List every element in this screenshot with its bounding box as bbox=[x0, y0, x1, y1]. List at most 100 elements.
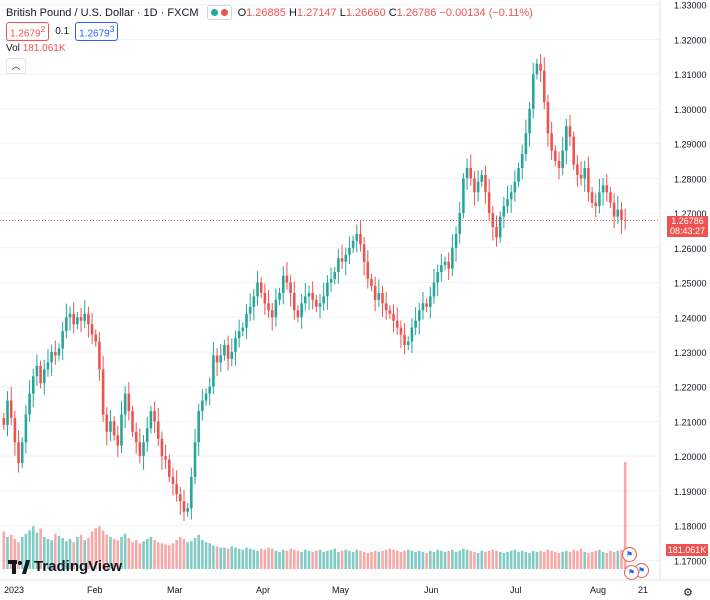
candle-body bbox=[131, 411, 134, 432]
candle-body bbox=[186, 508, 189, 512]
candle-body bbox=[311, 292, 314, 300]
candle-body bbox=[355, 233, 359, 241]
volume-bar bbox=[167, 545, 171, 569]
candle-body bbox=[370, 279, 373, 286]
tradingview-logo-text: TradingView bbox=[34, 558, 123, 575]
volume-bar bbox=[601, 551, 605, 569]
volume-bar bbox=[451, 549, 454, 569]
candle-body bbox=[145, 428, 149, 443]
candle-body bbox=[421, 303, 425, 311]
volume-bar bbox=[208, 543, 212, 569]
market-status-indicator[interactable] bbox=[206, 5, 232, 20]
volume-bar bbox=[109, 536, 112, 569]
tradingview-logo[interactable]: TradingView bbox=[8, 558, 122, 575]
candle-body bbox=[245, 313, 248, 328]
volume-bar bbox=[160, 543, 164, 569]
candle-body bbox=[101, 369, 105, 415]
volume-bar bbox=[502, 552, 506, 569]
volume-bar bbox=[616, 550, 620, 569]
candle-body bbox=[366, 261, 370, 280]
volume-bar bbox=[292, 549, 296, 569]
volume-bar bbox=[572, 549, 575, 569]
candle-body bbox=[443, 261, 447, 266]
candle-body bbox=[2, 417, 6, 425]
volume-bar bbox=[252, 549, 256, 569]
volume-bar bbox=[241, 549, 245, 569]
candle-body bbox=[234, 338, 237, 352]
candle-body bbox=[539, 63, 542, 71]
low-value: 1.26660 bbox=[345, 6, 386, 19]
volume-bar bbox=[377, 551, 381, 569]
volume-bar bbox=[392, 549, 395, 569]
y-tick-label: 1.24000 bbox=[674, 313, 707, 323]
volume-bar bbox=[351, 551, 355, 569]
x-tick-label: Mar bbox=[167, 585, 183, 595]
event-flag-icon[interactable]: ⚑ bbox=[624, 565, 639, 580]
volume-bar bbox=[395, 550, 399, 569]
candle-body bbox=[373, 286, 377, 300]
collapse-legend-button[interactable]: ︿ bbox=[6, 58, 26, 74]
candle-body bbox=[304, 296, 307, 304]
change-value: −0.00134 (−0.11%) bbox=[439, 6, 533, 19]
volume-bar bbox=[193, 537, 197, 569]
volume-bar bbox=[230, 546, 234, 569]
volume-bar bbox=[156, 542, 160, 569]
event-flag-icon[interactable]: ⚑ bbox=[622, 547, 637, 562]
candle-body bbox=[215, 355, 219, 363]
volume-bar bbox=[362, 551, 366, 569]
volume-bar bbox=[436, 549, 439, 569]
volume-bar bbox=[429, 550, 432, 569]
volume-bar bbox=[72, 542, 75, 569]
volume-bar bbox=[498, 551, 502, 569]
market-open-icon bbox=[210, 9, 218, 16]
symbol-title[interactable]: British Pound / U.S. Dollar · 1D · FXCM bbox=[6, 6, 199, 19]
volume-bar bbox=[39, 528, 42, 569]
x-tick-label: Feb bbox=[87, 585, 103, 595]
volume-bar bbox=[83, 540, 87, 569]
candle-body bbox=[451, 247, 454, 269]
candle-body bbox=[153, 411, 156, 422]
volume-bar bbox=[447, 550, 450, 569]
volume-bar bbox=[35, 532, 39, 569]
volume-bar bbox=[131, 542, 134, 569]
buy-price-button[interactable]: 1.26793 bbox=[75, 22, 119, 42]
volume-bar bbox=[417, 550, 421, 569]
candle-body bbox=[289, 282, 292, 293]
volume-bar bbox=[454, 551, 458, 569]
volume-bar bbox=[171, 543, 175, 569]
volume-bar bbox=[182, 539, 186, 569]
volume-bar bbox=[609, 550, 612, 569]
volume-bar bbox=[296, 550, 300, 569]
volume-bar bbox=[406, 549, 410, 569]
symbol-legend: British Pound / U.S. Dollar · 1D · FXCM … bbox=[6, 5, 533, 20]
sell-price-button[interactable]: 1.26792 bbox=[6, 22, 50, 42]
volume-bar bbox=[245, 547, 248, 569]
candle-body bbox=[590, 192, 594, 203]
volume-bar bbox=[201, 540, 204, 569]
candle-body bbox=[620, 209, 623, 221]
volume-bar bbox=[318, 549, 322, 569]
candle-body bbox=[281, 275, 285, 293]
y-tick-label: 1.29000 bbox=[674, 140, 707, 150]
candle-body bbox=[557, 160, 561, 168]
volume-bar bbox=[458, 550, 462, 569]
candle-body bbox=[105, 414, 109, 432]
volume-bar bbox=[517, 551, 520, 569]
volume-bar bbox=[491, 549, 495, 569]
close-value: 1.26786 bbox=[396, 6, 437, 19]
candle-body bbox=[39, 365, 42, 384]
volume-bar bbox=[285, 550, 289, 569]
gear-icon[interactable]: ⚙ bbox=[683, 587, 693, 599]
volume-bar bbox=[337, 551, 340, 569]
candle-body bbox=[572, 136, 575, 165]
volume-bar bbox=[546, 549, 550, 569]
candle-body bbox=[362, 244, 366, 262]
y-tick-label: 1.30000 bbox=[674, 105, 707, 115]
candle-body bbox=[167, 459, 171, 477]
volume-bar bbox=[153, 540, 156, 569]
candle-body bbox=[546, 101, 550, 134]
volume-bar bbox=[359, 550, 362, 569]
candle-body bbox=[300, 303, 303, 318]
last-price-tag: 1.26786 08:43:27 bbox=[667, 216, 708, 237]
